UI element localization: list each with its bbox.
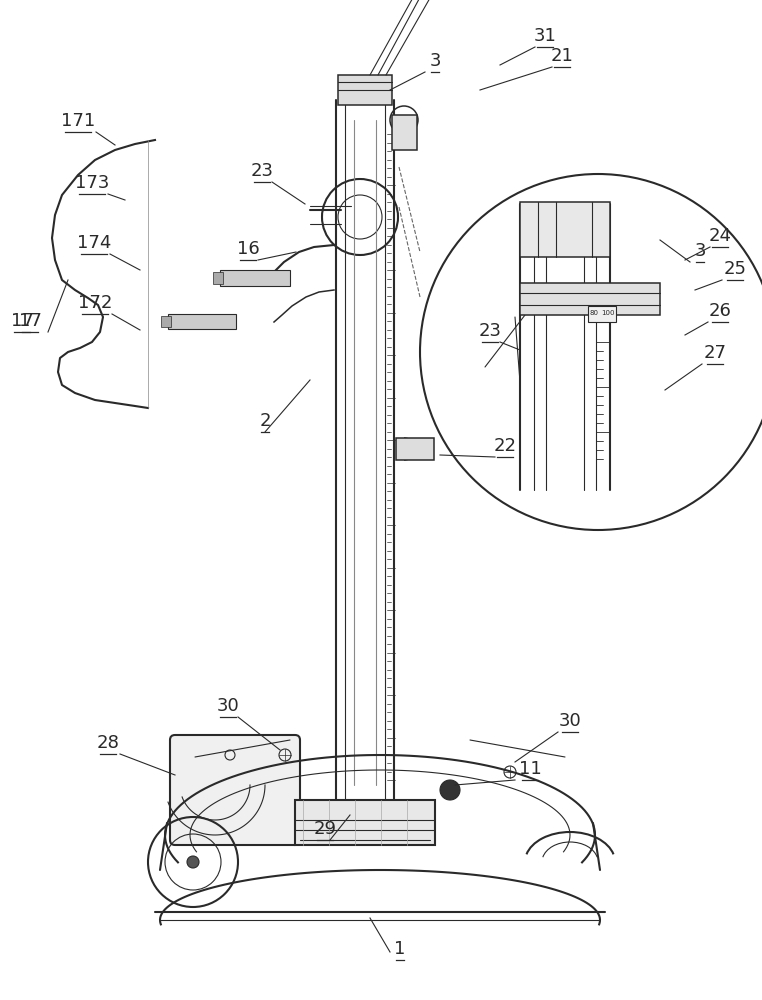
Text: 22: 22 bbox=[494, 437, 517, 455]
Text: 100: 100 bbox=[601, 310, 614, 316]
Text: 2: 2 bbox=[259, 412, 271, 430]
Bar bbox=[520, 283, 660, 315]
Text: 29: 29 bbox=[313, 820, 337, 838]
Text: 30: 30 bbox=[559, 712, 581, 730]
Text: 28: 28 bbox=[97, 734, 120, 752]
Bar bbox=[392, 115, 417, 150]
Text: 80: 80 bbox=[590, 310, 599, 316]
Bar bbox=[588, 306, 616, 322]
Text: 11: 11 bbox=[519, 760, 541, 778]
Text: 27: 27 bbox=[703, 344, 726, 362]
Text: 172: 172 bbox=[78, 294, 112, 312]
Circle shape bbox=[420, 174, 762, 530]
Circle shape bbox=[187, 856, 199, 868]
Text: 3: 3 bbox=[694, 242, 706, 260]
Text: 171: 171 bbox=[61, 112, 95, 130]
Text: 26: 26 bbox=[709, 302, 732, 320]
Text: 21: 21 bbox=[551, 47, 574, 65]
Text: 1: 1 bbox=[394, 940, 405, 958]
Text: 16: 16 bbox=[237, 240, 259, 258]
Text: 3: 3 bbox=[429, 52, 440, 70]
Text: 23: 23 bbox=[479, 322, 501, 340]
Bar bbox=[213, 272, 223, 284]
Bar bbox=[338, 75, 392, 105]
Bar bbox=[161, 316, 171, 327]
Bar bbox=[396, 438, 434, 460]
Bar bbox=[295, 800, 435, 845]
Bar bbox=[520, 202, 610, 257]
Text: 30: 30 bbox=[216, 697, 239, 715]
Text: 31: 31 bbox=[533, 27, 556, 45]
Circle shape bbox=[440, 780, 460, 800]
Bar bbox=[168, 314, 236, 329]
Text: 174: 174 bbox=[77, 234, 111, 252]
Text: 23: 23 bbox=[251, 162, 274, 180]
Bar bbox=[220, 270, 290, 286]
Text: 17: 17 bbox=[18, 312, 41, 330]
Text: 24: 24 bbox=[709, 227, 732, 245]
FancyBboxPatch shape bbox=[170, 735, 300, 845]
Text: 173: 173 bbox=[75, 174, 109, 192]
Text: 25: 25 bbox=[723, 260, 747, 278]
Text: 17: 17 bbox=[11, 312, 34, 330]
